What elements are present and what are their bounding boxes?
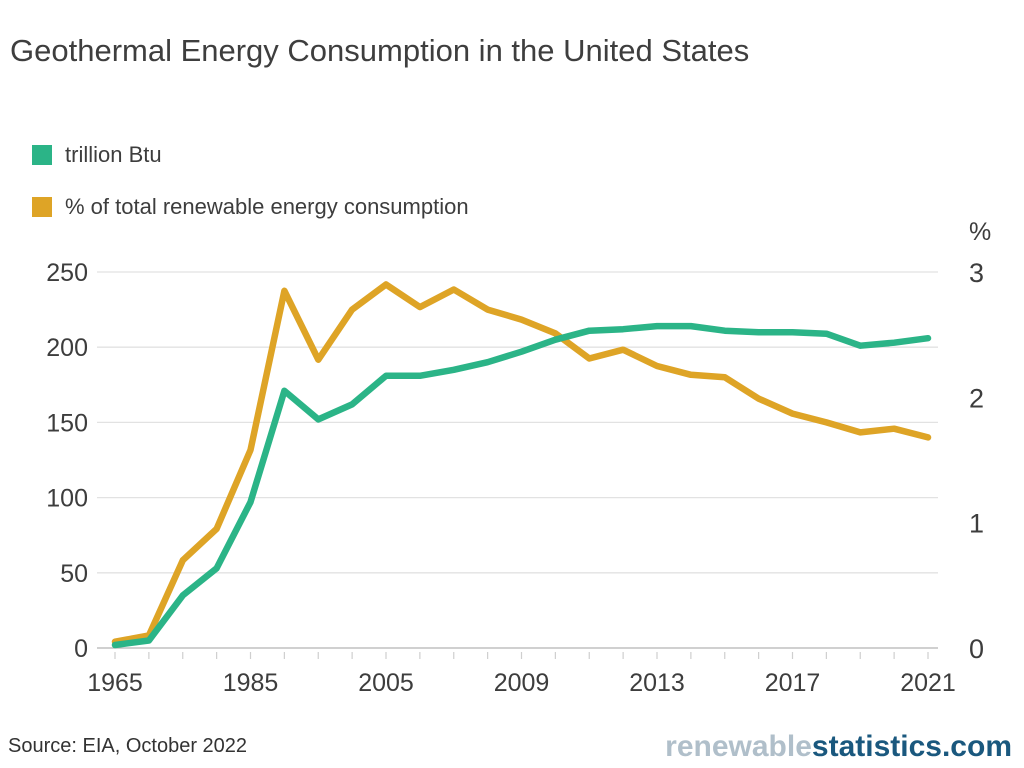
legend-label: trillion Btu: [65, 142, 162, 167]
right-axis-tick-label: 3: [969, 258, 984, 288]
x-axis-tick-label: 2013: [629, 669, 685, 697]
x-axis-tick-label: 1965: [87, 669, 143, 697]
x-axis-tick-label: 2021: [900, 669, 956, 697]
brand-logo: renewablestatistics.com: [665, 730, 1012, 764]
legend: trillion Btu % of total renewable energy…: [32, 142, 469, 220]
right-axis-tick-label: 0: [969, 634, 984, 664]
left-axis-tick-label: 100: [46, 485, 88, 513]
right-axis-tick-label: 1: [969, 509, 984, 539]
legend-item-percent-renewable: % of total renewable energy consumption: [32, 194, 469, 220]
right-axis-tick-label: 2: [969, 383, 984, 413]
right-axis-unit-label: %: [969, 218, 991, 246]
left-axis-tick-label: 150: [46, 409, 88, 437]
x-axis-tick-label: 2009: [494, 669, 550, 697]
legend-swatch-orange: [32, 197, 52, 217]
source-note: Source: EIA, October 2022: [8, 735, 248, 757]
x-axis-tick-label: 1985: [223, 669, 279, 697]
brand-logo-light: renewable: [665, 730, 812, 763]
brand-logo-dark: statistics.com: [811, 730, 1012, 763]
left-axis-tick-label: 0: [74, 635, 88, 663]
legend-label: % of total renewable energy consumption: [65, 194, 469, 219]
legend-swatch-green: [32, 145, 52, 165]
x-axis-tick-label: 2005: [358, 669, 414, 697]
left-axis-tick-label: 250: [46, 259, 88, 287]
left-axis-tick-label: 50: [60, 560, 88, 588]
x-axis-tick-label: 2017: [765, 669, 821, 697]
series-line-trillion-btu: [111, 322, 932, 649]
legend-item-trillion-btu: trillion Btu: [32, 142, 469, 168]
series-line-percent-renewable: [111, 281, 932, 645]
page-title: Geothermal Energy Consumption in the Uni…: [10, 33, 750, 68]
left-axis-tick-label: 200: [46, 334, 88, 362]
